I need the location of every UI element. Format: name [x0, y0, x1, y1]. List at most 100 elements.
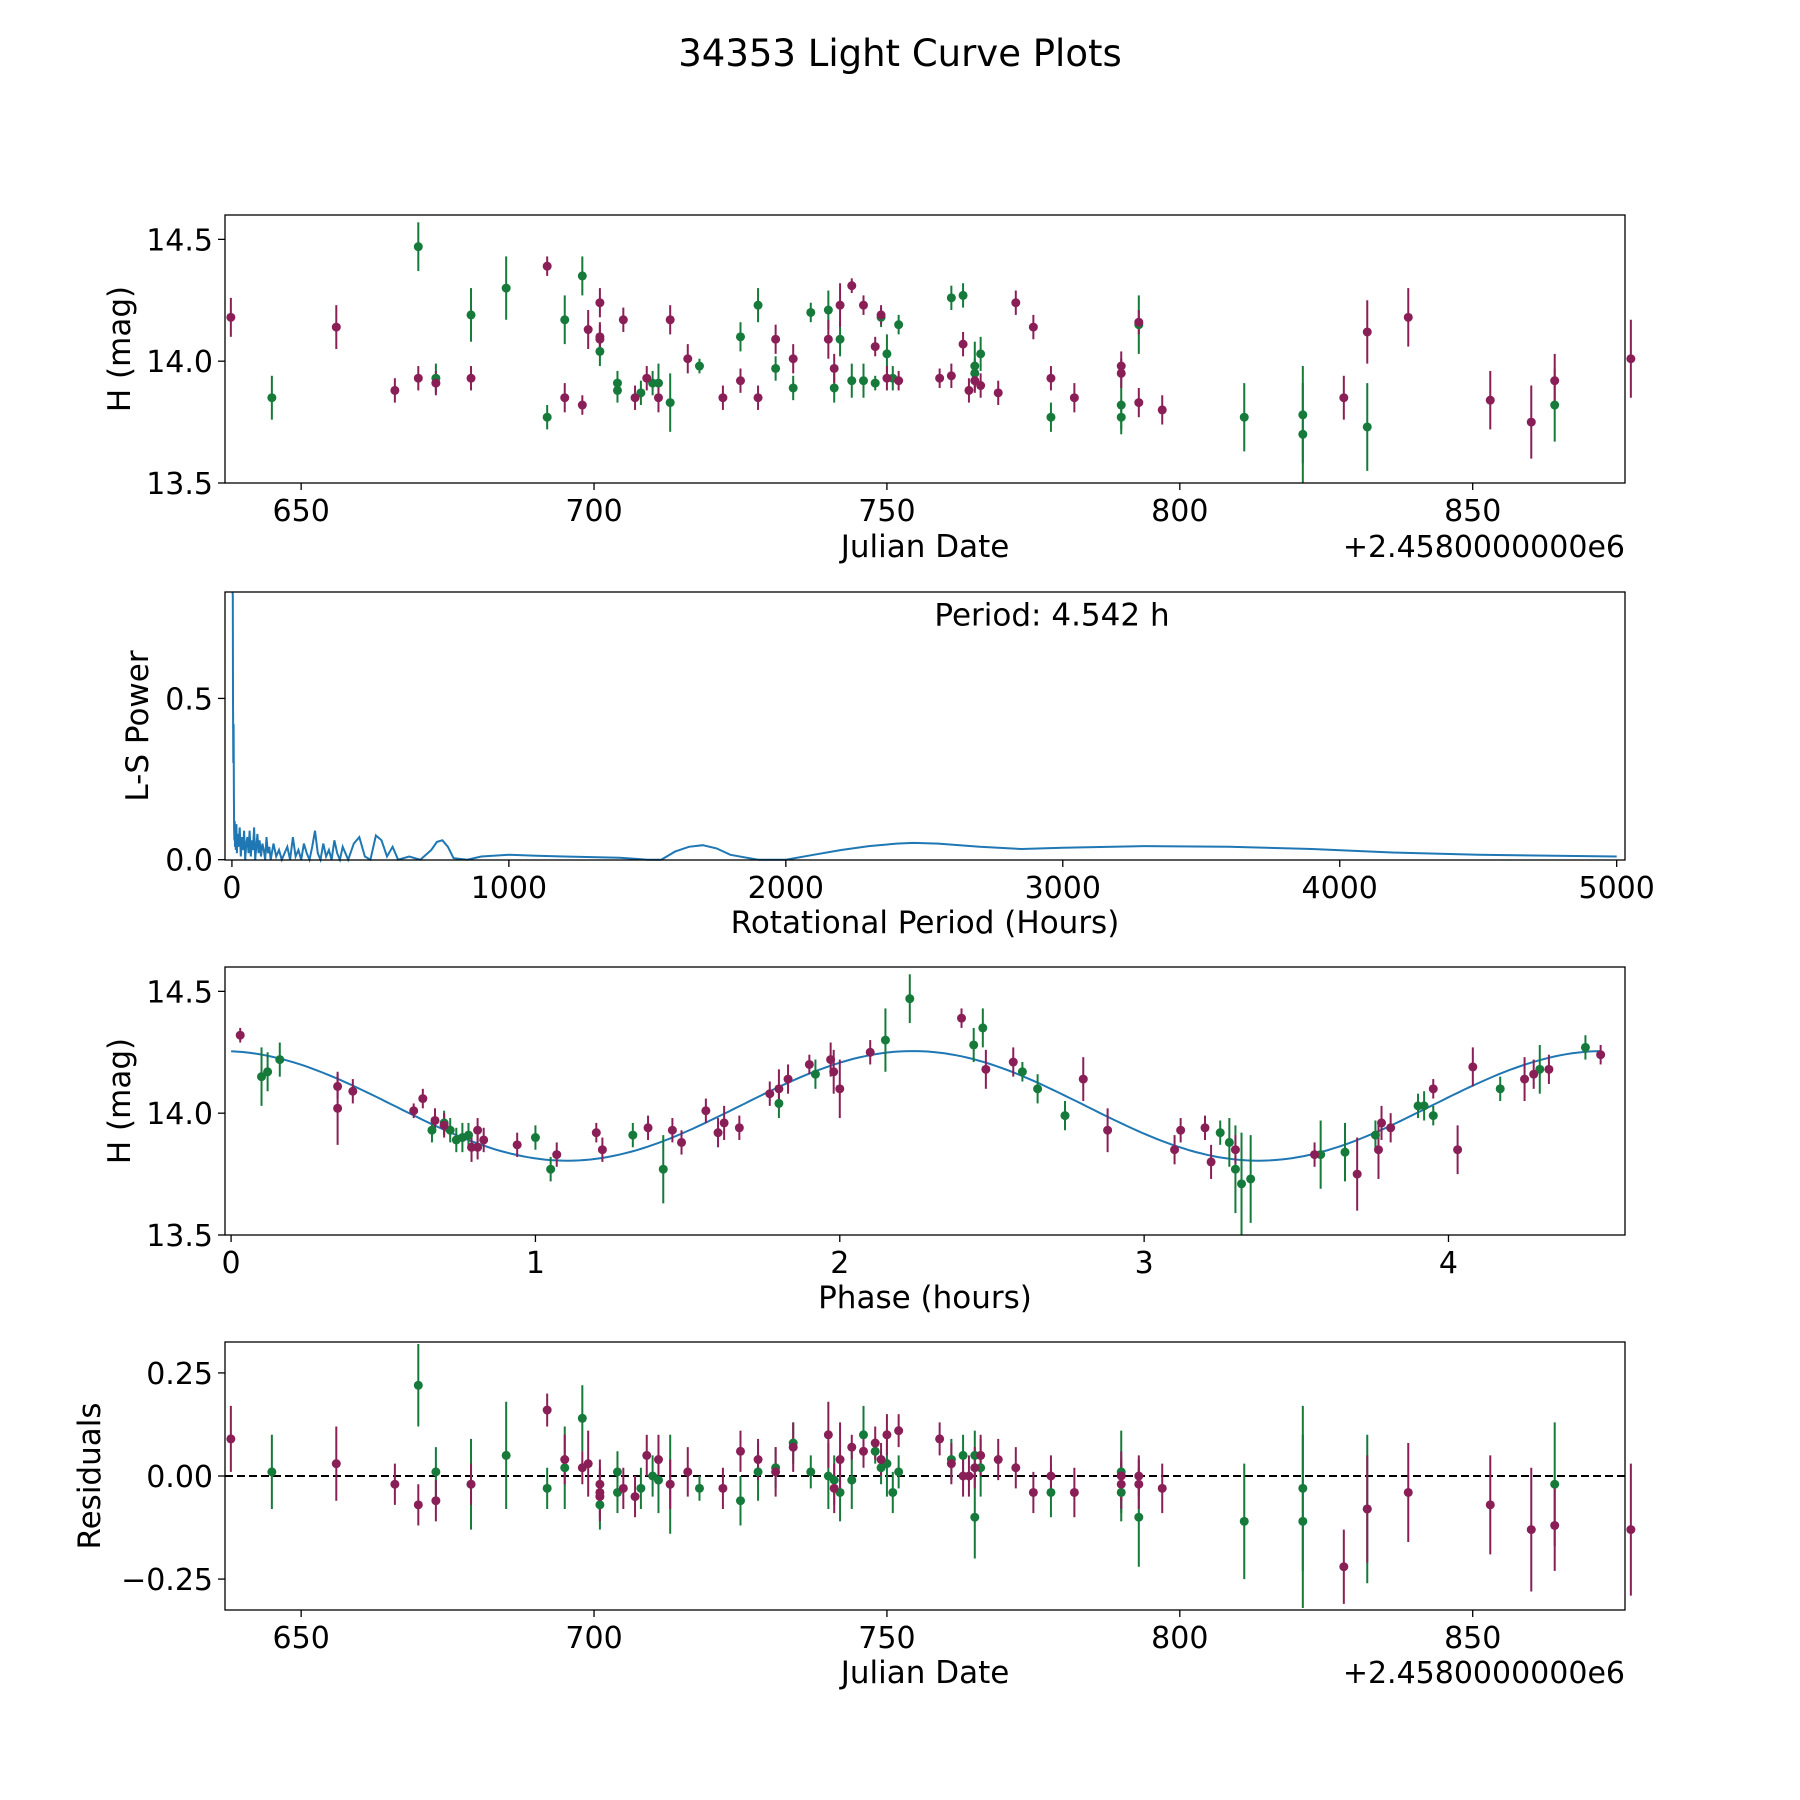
phased-point-r	[333, 1103, 343, 1113]
residuals-point-r	[583, 1459, 593, 1469]
residuals-point-r	[226, 1434, 236, 1444]
residuals-point-g	[413, 1380, 423, 1390]
lightcurve-point-r	[1157, 405, 1167, 415]
phased-point-r	[409, 1106, 419, 1116]
residuals-point-r	[390, 1479, 400, 1489]
lightcurve-point-g	[612, 385, 622, 395]
lightcurve-point-g	[788, 383, 798, 393]
phased-point-g	[1580, 1042, 1590, 1052]
residuals-point-r	[946, 1459, 956, 1469]
phased-point-r	[719, 1118, 729, 1128]
residuals-point-g	[267, 1467, 277, 1477]
residuals-point-g	[847, 1475, 857, 1485]
lightcurve-point-g	[1239, 412, 1249, 422]
lightcurve-point-r	[829, 363, 839, 373]
lightcurve-point-g	[267, 393, 277, 403]
phased-xtick-label: 4	[1439, 1246, 1458, 1281]
phased-point-r	[667, 1125, 677, 1135]
residuals-point-r	[847, 1442, 857, 1452]
residuals-point-r	[870, 1438, 880, 1448]
residuals-xtick-label: 650	[273, 1621, 330, 1656]
residuals-point-r	[1134, 1471, 1144, 1481]
lightcurve-point-g	[806, 307, 816, 317]
residuals-point-r	[595, 1492, 605, 1502]
residuals-offset-label: +2.4580000000e6	[1343, 1656, 1625, 1691]
lightcurve-point-g	[753, 300, 763, 310]
phased-xtick-label: 2	[830, 1246, 849, 1281]
residuals-point-r	[1485, 1500, 1495, 1510]
residuals-xticks: 650 700 750 800 850	[273, 1610, 1501, 1656]
lightcurve-point-r	[876, 310, 886, 320]
residuals-points	[226, 1380, 1636, 1572]
residuals-point-r	[1116, 1479, 1126, 1489]
residuals-axes-frame	[224, 1341, 1626, 1611]
residuals-point-r	[1011, 1463, 1021, 1473]
residuals-point-r	[1626, 1525, 1636, 1535]
phased-point-g	[1535, 1064, 1545, 1074]
phased-point-r	[348, 1086, 358, 1096]
phased-ytick-label: 13.5	[146, 1219, 213, 1254]
phased-point-r	[1529, 1069, 1539, 1079]
phased-point-r	[235, 1030, 245, 1040]
phased-point-g	[969, 1040, 979, 1050]
residuals-xtick-label: 750	[858, 1621, 915, 1656]
periodogram-xtick-label: 3000	[1025, 871, 1101, 906]
residuals-point-r	[935, 1434, 945, 1444]
residuals-point-g	[894, 1467, 904, 1477]
phased-point-r	[1200, 1123, 1210, 1133]
phased-points	[235, 994, 1606, 1189]
lightcurve-point-r	[1362, 327, 1372, 337]
lightcurve-point-r	[1485, 395, 1495, 405]
lightcurve-point-r	[431, 378, 441, 388]
phased-point-r	[439, 1120, 449, 1130]
residuals-point-r	[466, 1479, 476, 1489]
lightcurve-point-g	[847, 376, 857, 386]
residuals-point-r	[788, 1442, 798, 1452]
phased-point-g	[1033, 1084, 1043, 1094]
phased-point-r	[713, 1128, 723, 1138]
residuals-point-r	[1116, 1471, 1126, 1481]
lightcurve-point-r	[835, 300, 845, 310]
lightcurve-point-g	[870, 378, 880, 388]
lightcurve-xtick-label: 700	[565, 494, 622, 529]
lightcurve-point-r	[466, 373, 476, 383]
phased-xlabel: Phase (hours)	[818, 1280, 1032, 1316]
residuals-point-r	[718, 1483, 728, 1493]
lightcurve-point-r	[618, 315, 628, 325]
residuals-point-r	[560, 1455, 570, 1465]
residuals-point-g	[612, 1467, 622, 1477]
lightcurve-ytick-label: 13.5	[146, 467, 213, 502]
phased-point-g	[275, 1055, 285, 1065]
lightcurve-points	[226, 242, 1636, 439]
residuals-point-g	[829, 1475, 839, 1485]
lightcurve-point-r	[1339, 393, 1349, 403]
periodogram-axes-frame	[224, 591, 1626, 861]
lightcurve-point-r	[958, 339, 968, 349]
lightcurve-point-r	[882, 373, 892, 383]
lightcurve-point-r	[753, 393, 763, 403]
phased-point-r	[1103, 1125, 1113, 1135]
residuals-point-r	[1046, 1471, 1056, 1481]
residuals-point-g	[1298, 1516, 1308, 1526]
lightcurve-point-g	[560, 315, 570, 325]
lightcurve-point-r	[577, 400, 587, 410]
residuals-xtick-label: 850	[1444, 1621, 1501, 1656]
phased-point-r	[1373, 1145, 1383, 1155]
periodogram-curve	[231, 591, 1617, 864]
lightcurve-point-g	[976, 349, 986, 359]
phased-yticks: 13.5 14.0 14.5	[146, 975, 225, 1254]
lightcurve-point-r	[1116, 368, 1126, 378]
lightcurve-point-g	[542, 412, 552, 422]
lightcurve-point-g	[894, 320, 904, 330]
lightcurve-point-g	[1298, 429, 1308, 439]
phased-point-g	[658, 1164, 668, 1174]
lightcurve-point-r	[1046, 373, 1056, 383]
phased-point-g	[810, 1069, 820, 1079]
lightcurve-xtick-label: 650	[273, 494, 330, 529]
phased-point-r	[597, 1145, 607, 1155]
lightcurve-point-g	[1046, 412, 1056, 422]
lightcurve-point-r	[331, 322, 341, 332]
residuals-point-r	[431, 1496, 441, 1506]
phased-point-r	[865, 1047, 875, 1057]
residuals-point-g	[870, 1446, 880, 1456]
